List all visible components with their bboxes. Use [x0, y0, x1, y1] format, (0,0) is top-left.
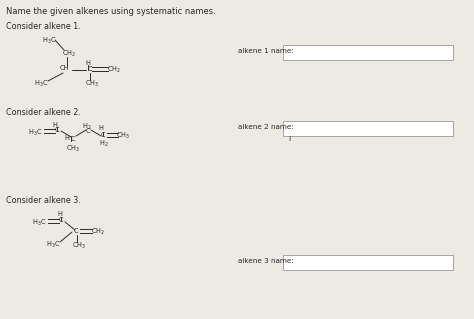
- Text: C: C: [55, 127, 60, 133]
- Text: C: C: [59, 217, 64, 223]
- Text: Consider alkene 2.: Consider alkene 2.: [6, 108, 81, 117]
- Text: alkene 3 name:: alkene 3 name:: [238, 258, 294, 264]
- Text: alkene 1 name:: alkene 1 name:: [238, 48, 294, 54]
- FancyBboxPatch shape: [283, 45, 453, 60]
- Text: Name the given alkenes using systematic names.: Name the given alkenes using systematic …: [6, 7, 216, 16]
- Text: H$_2$: H$_2$: [82, 122, 91, 132]
- Text: CH$_2$: CH$_2$: [107, 65, 121, 75]
- Text: CH: CH: [60, 65, 70, 71]
- Text: Consider alkene 3.: Consider alkene 3.: [6, 196, 81, 205]
- Text: H: H: [57, 211, 62, 217]
- Text: C: C: [74, 228, 79, 234]
- Text: H$_3$C: H$_3$C: [28, 128, 42, 138]
- FancyBboxPatch shape: [283, 255, 453, 270]
- Text: H$_3$C: H$_3$C: [42, 36, 56, 46]
- Text: H$_2$: H$_2$: [99, 139, 109, 149]
- Text: H$_3$C: H$_3$C: [32, 218, 46, 228]
- Text: CH$_3$: CH$_3$: [66, 144, 80, 154]
- Text: H: H: [52, 122, 57, 128]
- Text: CH$_2$: CH$_2$: [62, 49, 76, 59]
- Text: CH$_2$: CH$_2$: [91, 227, 105, 237]
- Text: C: C: [88, 66, 92, 72]
- Text: CH$_3$: CH$_3$: [116, 131, 130, 141]
- Text: H$_3$C: H$_3$C: [46, 240, 60, 250]
- Text: H: H: [85, 60, 90, 66]
- FancyBboxPatch shape: [283, 121, 453, 136]
- Text: H: H: [98, 125, 103, 131]
- Text: Consider alkene 1.: Consider alkene 1.: [6, 22, 81, 31]
- Text: alkene 2 name:: alkene 2 name:: [238, 124, 294, 130]
- Text: CH$_3$: CH$_3$: [72, 241, 86, 251]
- Text: H$_3$C: H$_3$C: [34, 79, 48, 89]
- Text: I: I: [288, 136, 290, 142]
- Text: H: H: [64, 135, 69, 141]
- Text: CH$_3$: CH$_3$: [85, 79, 99, 89]
- Text: C: C: [101, 132, 106, 138]
- Text: C: C: [86, 128, 91, 134]
- Text: C: C: [71, 136, 76, 142]
